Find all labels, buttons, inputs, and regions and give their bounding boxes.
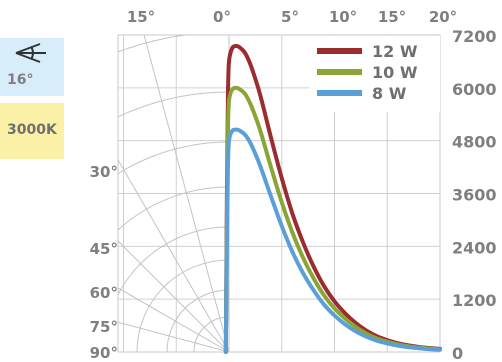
- beam-angle-value: 16°: [7, 72, 34, 88]
- polar-ray: [118, 240, 230, 352]
- top-angle-label: 5°: [281, 8, 299, 26]
- axis-labels: 0 1200 2400 3600 4800 6000 7200 15° 0° 5° 10° 15° 20…: [90, 8, 497, 362]
- legend-label: 8 W: [372, 84, 407, 103]
- polar-grid: [118, 35, 230, 352]
- y-tick-label: 2400: [452, 238, 497, 257]
- y-tick-label: 6000: [452, 80, 497, 99]
- polar-arc: [118, 141, 230, 175]
- beam-angle-badge: 16°: [0, 38, 64, 96]
- color-temperature-value: 3000K: [7, 122, 57, 138]
- polar-ray: [118, 158, 230, 352]
- top-angle-label: 15°: [378, 8, 406, 26]
- left-angle-label: 30°: [90, 163, 118, 181]
- y-tick-label: 3600: [452, 186, 497, 205]
- intensity-curves: [223, 43, 442, 354]
- left-angle-label: 60°: [90, 284, 118, 302]
- legend: 12 W 10 W 8 W: [309, 36, 440, 112]
- left-angle-label: 75°: [90, 318, 118, 336]
- beam-angle-icon: [15, 43, 46, 63]
- polar-arc: [118, 186, 230, 231]
- top-angle-label: 20°: [429, 8, 457, 26]
- polar-ray: [118, 287, 230, 352]
- y-tick-label: 1200: [452, 291, 497, 310]
- y-tick-label: 4800: [452, 133, 497, 152]
- legend-label: 12 W: [372, 42, 418, 61]
- y-tick-label: 7200: [452, 27, 497, 46]
- y-tick-label: 0: [452, 344, 463, 362]
- top-angle-label: 0°: [213, 8, 231, 26]
- top-angle-label: 15°: [127, 8, 155, 26]
- color-temperature-badge: 3000K: [0, 103, 64, 159]
- legend-label: 10 W: [372, 63, 418, 82]
- polar-ray: [143, 35, 230, 352]
- series-line-8w: [223, 127, 442, 354]
- polar-arc: [118, 91, 230, 118]
- top-angle-label: 10°: [329, 8, 357, 26]
- left-angle-label: 45°: [90, 240, 118, 258]
- polar-ray: [118, 321, 230, 352]
- polar-arc: [118, 35, 190, 53]
- left-angle-label: 90°: [90, 344, 118, 362]
